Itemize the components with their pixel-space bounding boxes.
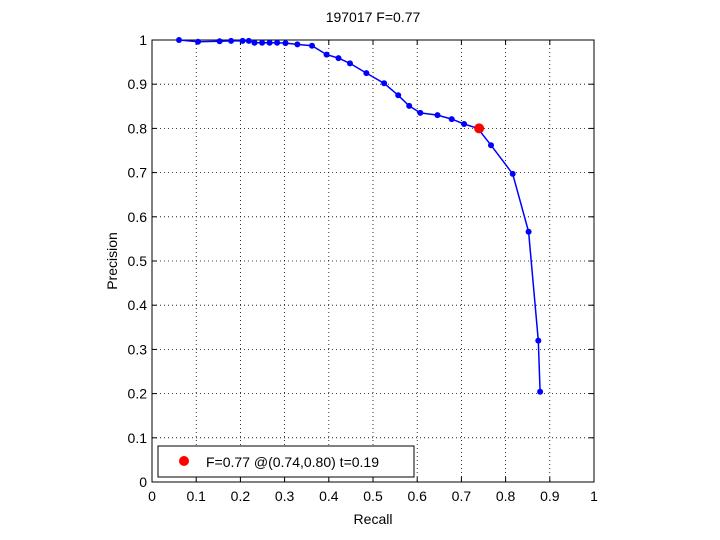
plot-frame [151, 39, 595, 483]
data-point [406, 102, 413, 109]
legend-box [157, 445, 415, 478]
x-tick-label: 0.7 [452, 488, 472, 504]
y-tick-label: 0.2 [128, 386, 148, 402]
x-tick-label: 0.1 [186, 488, 206, 504]
data-point [251, 39, 258, 46]
data-point [417, 109, 424, 116]
y-tick-labels: 0 0.1 0.2 0.3 0.4 0.5 0.6 0.7 0.8 0.9 1 [128, 32, 148, 490]
data-point [239, 37, 246, 44]
y-axis-label: Precision [104, 232, 120, 290]
data-point [509, 170, 516, 177]
data-point [245, 37, 252, 44]
data-point [228, 37, 235, 44]
y-tick-label: 0.5 [128, 253, 148, 269]
best-f-point [474, 123, 485, 134]
data-point [461, 121, 468, 127]
data-point [309, 42, 315, 49]
data-point [274, 39, 281, 46]
data-point [259, 39, 266, 46]
data-point [335, 55, 342, 62]
data-point [266, 39, 273, 46]
y-tick-label: 0.3 [128, 341, 148, 357]
data-point [282, 40, 289, 47]
data-point [537, 388, 544, 395]
x-tick-label: 0.3 [275, 488, 295, 504]
data-point [176, 37, 182, 43]
highlight-layer [474, 123, 485, 134]
data-point [488, 142, 494, 149]
legend: F=0.77 @(0.74,0.80) t=0.19 [157, 445, 415, 478]
x-tick-label: 0.5 [363, 488, 383, 504]
data-point [216, 38, 223, 45]
x-axis-label: Recall [354, 511, 393, 527]
data-point [381, 80, 388, 87]
x-tick-label: 0 [148, 488, 156, 504]
y-tick-label: 1 [139, 32, 147, 48]
data-point [323, 51, 330, 58]
y-tick-label: 0.8 [128, 120, 148, 136]
data-point [395, 92, 402, 99]
data-point [535, 337, 542, 344]
data-point [448, 116, 455, 123]
y-tick-label: 0.7 [128, 165, 148, 181]
x-tick-label: 0.8 [496, 488, 516, 504]
data-point [195, 38, 201, 45]
x-tick-label: 1 [590, 488, 598, 504]
grid-lines [152, 40, 594, 482]
data-point [525, 228, 532, 235]
data-point [434, 112, 441, 119]
y-tick-label: 0.6 [128, 209, 148, 225]
x-tick-labels: 0 0.1 0.2 0.3 0.4 0.5 0.6 0.7 0.8 0.9 1 [148, 488, 598, 504]
x-tick-label: 0.4 [319, 488, 339, 504]
y-tick-label: 0 [139, 474, 147, 490]
data-point [347, 60, 353, 67]
x-tick-label: 0.2 [231, 488, 251, 504]
legend-marker [179, 456, 189, 466]
y-tick-label: 0.4 [128, 297, 148, 313]
x-tick-label: 0.6 [407, 488, 427, 504]
data-point [363, 70, 370, 77]
y-tick-label: 0.9 [128, 76, 148, 92]
chart-title: 197017 F=0.77 [326, 9, 421, 25]
data-point [294, 41, 301, 48]
legend-label: F=0.77 @(0.74,0.80) t=0.19 [206, 454, 379, 470]
y-tick-label: 0.1 [128, 430, 148, 446]
x-tick-label: 0.9 [540, 488, 560, 504]
